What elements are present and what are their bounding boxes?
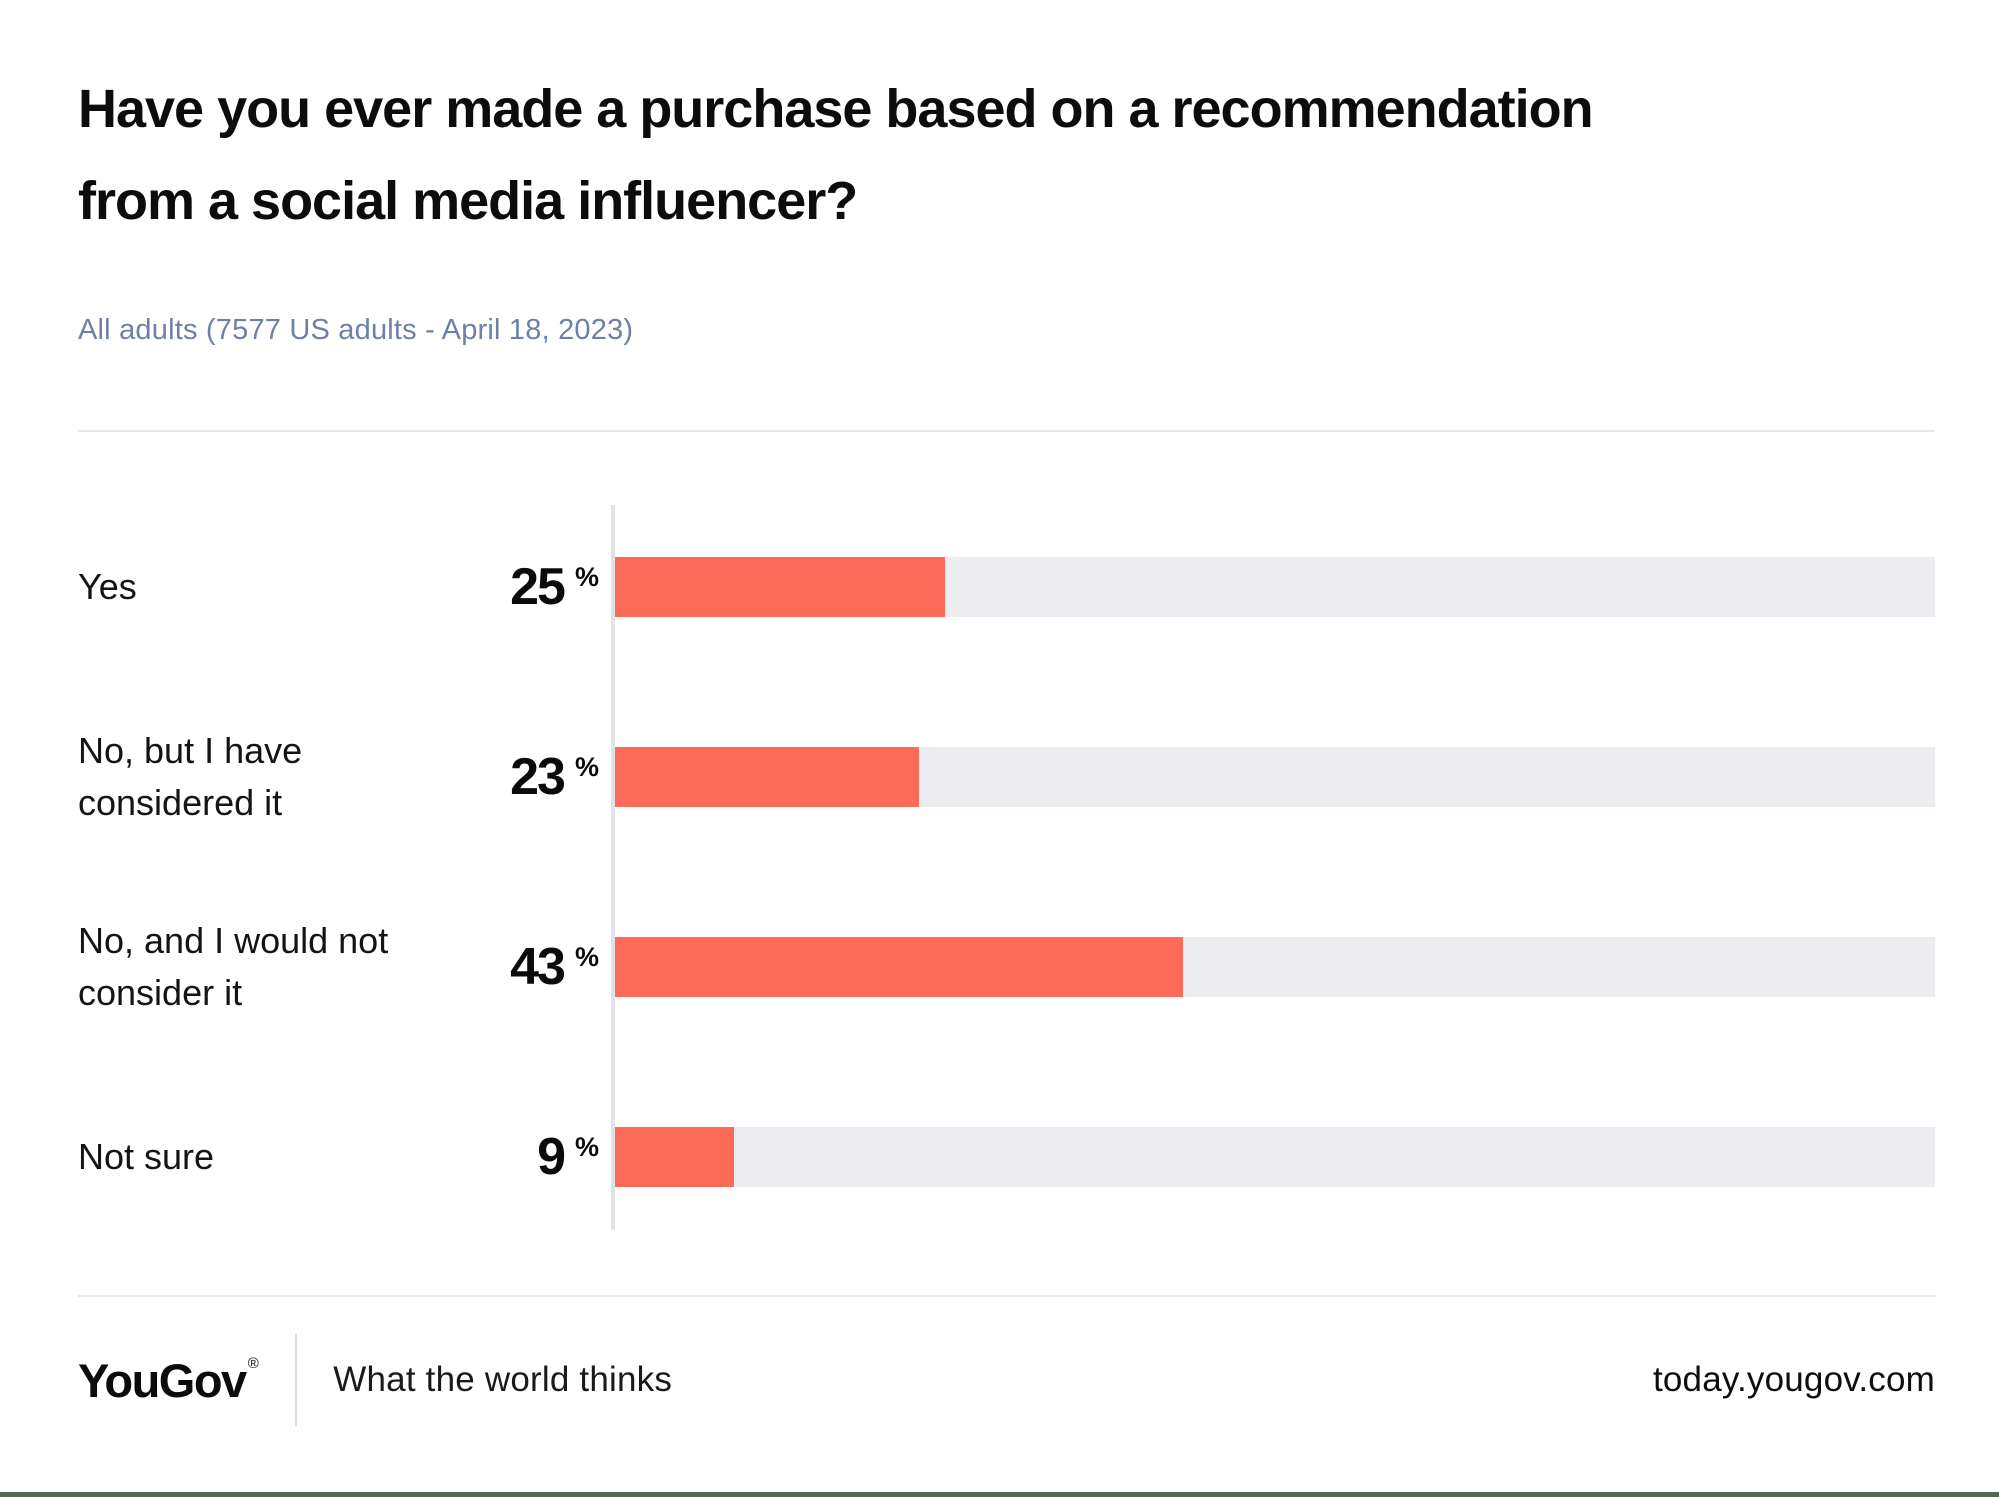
bar-track bbox=[615, 937, 1935, 997]
bar-fill bbox=[615, 747, 919, 807]
category-label: No, and I would not consider it bbox=[78, 920, 389, 1013]
page-title-line-1: Have you ever made a purchase based on a… bbox=[78, 79, 1594, 139]
footer-divider bbox=[78, 1295, 1935, 1297]
value-label: 23 % bbox=[510, 751, 599, 803]
value-label: 43 % bbox=[510, 941, 599, 993]
value-label: 9 % bbox=[537, 1131, 599, 1183]
percent-sign: % bbox=[574, 752, 599, 782]
category-label: No, but I have considered it bbox=[78, 730, 303, 823]
footer-tagline: What the world thinks bbox=[333, 1360, 673, 1399]
value-label: 25 % bbox=[510, 561, 599, 613]
y-axis-line bbox=[611, 505, 615, 1230]
footer: YouGov ® What the world thinks today.you… bbox=[78, 1330, 1935, 1430]
bar-track bbox=[615, 557, 1935, 617]
value-number: 43 bbox=[510, 938, 566, 996]
bar-row: No, but I have considered it 23 % bbox=[78, 730, 1935, 823]
header-divider bbox=[78, 430, 1935, 432]
footer-vertical-divider bbox=[295, 1334, 298, 1426]
bar-fill bbox=[615, 557, 945, 617]
yougov-logo-text: YouGov bbox=[78, 1353, 247, 1407]
page-title: Have you ever made a purchase based on a… bbox=[78, 64, 1594, 248]
registered-trademark-icon: ® bbox=[247, 1354, 259, 1372]
percent-sign: % bbox=[574, 562, 599, 592]
bar-row: No, and I would not consider it 43 % bbox=[78, 920, 1935, 1013]
bar-fill bbox=[615, 1127, 734, 1187]
percent-sign: % bbox=[574, 942, 599, 972]
bar-row-label-cell: Not sure 9 % bbox=[78, 1127, 615, 1187]
bottom-accent-bar bbox=[0, 1492, 1999, 1497]
bar-track bbox=[615, 747, 1935, 807]
bar-chart: Yes 25 % No, but I have considered it 23… bbox=[78, 505, 1935, 1230]
bar-row: Yes 25 % bbox=[78, 557, 1935, 617]
site-url: today.yougov.com bbox=[1652, 1360, 1935, 1399]
page-title-line-2: from a social media influencer? bbox=[78, 170, 858, 231]
value-number: 9 bbox=[537, 1128, 566, 1186]
percent-sign: % bbox=[574, 1132, 599, 1162]
sample-subtitle: All adults (7577 US adults - April 18, 2… bbox=[78, 314, 634, 346]
bar-row: Not sure 9 % bbox=[78, 1127, 1935, 1187]
bar-row-label-cell: No, and I would not consider it 43 % bbox=[78, 920, 615, 1013]
yougov-logo: YouGov ® bbox=[78, 1353, 259, 1408]
bar-rows: Yes 25 % No, but I have considered it 23… bbox=[78, 557, 1935, 1187]
value-number: 25 bbox=[510, 558, 566, 616]
bar-fill bbox=[615, 937, 1183, 997]
bar-row-label-cell: Yes 25 % bbox=[78, 557, 615, 617]
category-label: Not sure bbox=[78, 1136, 215, 1178]
bar-row-label-cell: No, but I have considered it 23 % bbox=[78, 730, 615, 823]
value-number: 23 bbox=[510, 748, 566, 806]
category-label: Yes bbox=[78, 566, 137, 608]
bar-track bbox=[615, 1127, 1935, 1187]
